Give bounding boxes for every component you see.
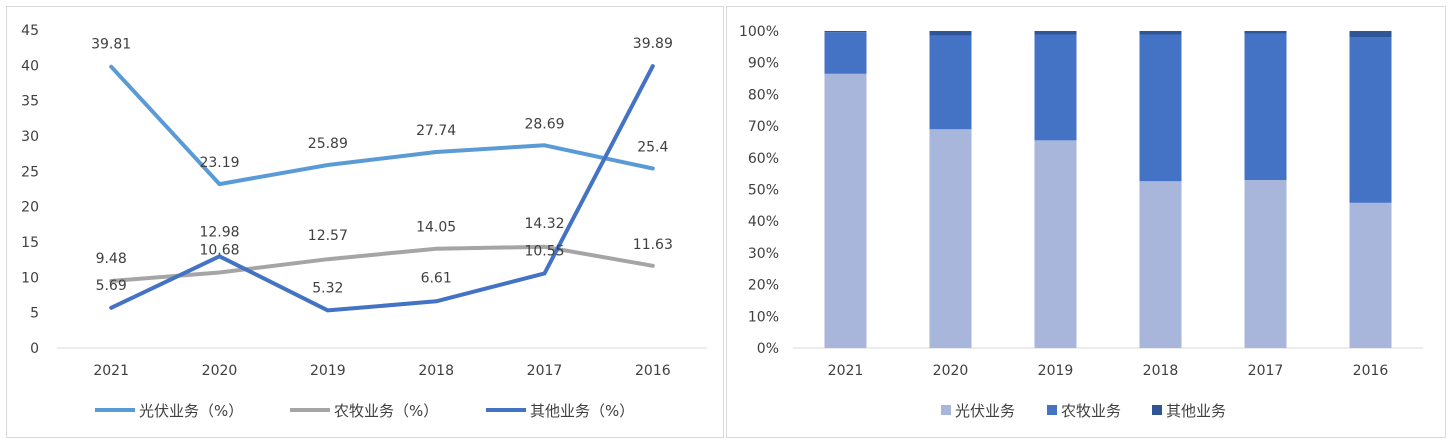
bar-segment bbox=[1139, 31, 1182, 35]
y-tick-label: 40 bbox=[21, 58, 39, 74]
data-label: 12.98 bbox=[199, 224, 239, 240]
bar-segment bbox=[1349, 31, 1392, 38]
y-tick-label: 15 bbox=[21, 235, 39, 251]
x-tick-label: 2016 bbox=[1353, 363, 1389, 379]
data-label: 10.68 bbox=[199, 243, 239, 259]
y-tick-label: 100% bbox=[739, 24, 779, 40]
data-label: 27.74 bbox=[416, 123, 456, 139]
data-label: 11.63 bbox=[633, 237, 673, 253]
line-chart: 0 5 10 15 20 25 30 35 40 45 2021 2020 2019 2018 2017 20… bbox=[21, 23, 707, 420]
data-label: 14.05 bbox=[416, 220, 456, 236]
data-label: 5.69 bbox=[96, 278, 127, 294]
legend-swatch bbox=[1152, 405, 1162, 415]
y-tick-label: 10% bbox=[748, 309, 779, 325]
data-label: 12.57 bbox=[308, 228, 348, 244]
bar-segment bbox=[824, 32, 867, 74]
series-line bbox=[109, 244, 655, 283]
y-tick-label: 50% bbox=[748, 183, 779, 199]
legend-label: 其他业务 bbox=[1166, 402, 1226, 420]
legend-swatch bbox=[941, 405, 951, 415]
x-tick-label: 2018 bbox=[418, 363, 454, 379]
y-tick-label: 0 bbox=[30, 341, 39, 357]
y-tick-label: 20 bbox=[21, 200, 39, 216]
x-tick-label: 2020 bbox=[933, 363, 969, 379]
y-tick-label: 70% bbox=[748, 119, 779, 135]
y-tick-label: 35 bbox=[21, 94, 39, 110]
bar-segment bbox=[929, 129, 972, 348]
y-tick-label: 30 bbox=[21, 129, 39, 145]
bar-segment bbox=[1244, 33, 1287, 180]
data-label: 10.55 bbox=[524, 243, 564, 259]
y-tick-label: 60% bbox=[748, 151, 779, 167]
y-tick-label: 25 bbox=[21, 164, 39, 180]
y-tick-label: 30% bbox=[748, 246, 779, 262]
bar-segment bbox=[1349, 37, 1392, 203]
bar-segment bbox=[1139, 34, 1182, 182]
stacked-bar-chart-panel: 0% 10% 20% 30% 40% 50% 60% 70% 80% 90% 100% 2021 202… bbox=[726, 6, 1446, 438]
data-label: 25.4 bbox=[637, 140, 668, 156]
bar-segment bbox=[824, 73, 867, 349]
bar-segment bbox=[1034, 140, 1077, 348]
legend-label: 光伏业务（%） bbox=[139, 402, 243, 420]
bar-segment bbox=[929, 35, 972, 130]
bar-segment bbox=[1349, 202, 1392, 348]
series-line bbox=[109, 64, 655, 187]
x-tick-label: 2017 bbox=[527, 363, 563, 379]
y-tick-label: 5 bbox=[30, 306, 39, 322]
x-tick-label: 2021 bbox=[828, 363, 864, 379]
data-label: 39.89 bbox=[633, 36, 673, 52]
legend-label: 其他业务（%） bbox=[530, 402, 634, 420]
bar-segment bbox=[1034, 31, 1077, 35]
x-tick-label: 2021 bbox=[93, 363, 129, 379]
bar-segment bbox=[1139, 181, 1182, 348]
x-tick-label: 2018 bbox=[1143, 363, 1179, 379]
y-tick-label: 80% bbox=[748, 87, 779, 103]
x-tick-label: 2017 bbox=[1248, 363, 1284, 379]
data-label: 14.32 bbox=[524, 216, 564, 232]
stacked-bar-chart: 0% 10% 20% 30% 40% 50% 60% 70% 80% 90% 100% 2021 202… bbox=[739, 24, 1423, 420]
data-label: 9.48 bbox=[96, 251, 127, 267]
data-label: 6.61 bbox=[421, 270, 452, 286]
bar-segment bbox=[824, 31, 867, 33]
data-label: 28.69 bbox=[524, 116, 564, 132]
bar-segment bbox=[1244, 179, 1287, 348]
legend-label: 农牧业务（%） bbox=[334, 402, 438, 420]
y-tick-label: 10 bbox=[21, 270, 39, 286]
y-tick-label: 0% bbox=[757, 341, 779, 357]
line-chart-panel: 0 5 10 15 20 25 30 35 40 45 2021 2020 2019 2018 2017 20… bbox=[6, 6, 724, 438]
legend-swatch bbox=[1047, 405, 1057, 415]
x-tick-label: 2020 bbox=[202, 363, 238, 379]
bar-segment bbox=[1034, 34, 1077, 141]
data-label: 39.81 bbox=[91, 37, 131, 53]
y-tick-label: 20% bbox=[748, 278, 779, 294]
y-tick-label: 45 bbox=[21, 23, 39, 39]
legend-label: 农牧业务 bbox=[1061, 402, 1121, 420]
x-tick-label: 2016 bbox=[635, 363, 671, 379]
bar-segment bbox=[1244, 31, 1287, 34]
y-tick-label: 90% bbox=[748, 56, 779, 72]
bar-segment bbox=[929, 31, 972, 36]
data-label: 5.32 bbox=[312, 280, 343, 296]
legend-label: 光伏业务 bbox=[955, 402, 1015, 420]
x-tick-label: 2019 bbox=[310, 363, 346, 379]
x-tick-label: 2019 bbox=[1038, 363, 1074, 379]
y-tick-label: 40% bbox=[748, 214, 779, 230]
data-label: 25.89 bbox=[308, 136, 348, 152]
series-line bbox=[109, 64, 655, 313]
data-label: 23.19 bbox=[199, 155, 239, 171]
